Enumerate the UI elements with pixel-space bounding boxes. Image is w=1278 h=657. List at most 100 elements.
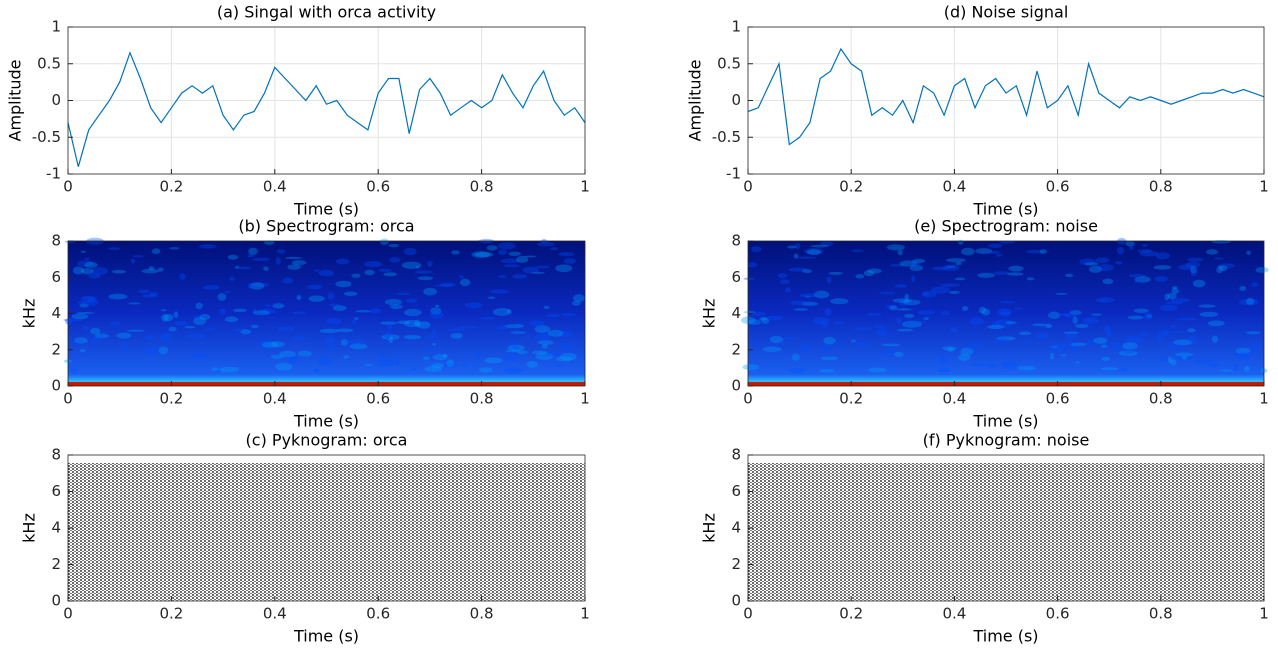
spectrogram-texture	[512, 274, 528, 279]
spectrogram-texture	[572, 300, 581, 306]
spectrogram-texture	[275, 362, 293, 371]
spectrogram-texture	[351, 273, 361, 278]
spectrogram-texture	[945, 265, 956, 269]
spectrogram-texture	[287, 356, 299, 363]
spectrogram-texture	[783, 336, 797, 340]
spectrogram-texture	[161, 314, 169, 322]
spectrogram-texture	[223, 290, 232, 293]
spectrogram-texture	[83, 325, 89, 331]
spectrogram-texture	[1181, 355, 1188, 360]
spectrogram-texture	[986, 324, 1005, 329]
spectrogram-texture	[1155, 252, 1170, 260]
spectrogram-texture	[417, 276, 434, 281]
spectrogram-texture	[1206, 249, 1218, 255]
spectrogram-texture	[911, 275, 916, 283]
spectrogram-texture	[960, 347, 974, 356]
spectrogram-texture	[1006, 272, 1024, 276]
spectrogram-texture	[1176, 318, 1197, 321]
spectrogram-texture	[108, 293, 128, 300]
spectrogram-texture	[424, 365, 442, 373]
spectrogram-texture	[478, 367, 493, 373]
spectrogram-texture	[931, 286, 950, 294]
spectrogram-texture	[904, 313, 915, 318]
spectrogram-texture	[422, 356, 430, 360]
y-tick-label: 0	[731, 592, 741, 610]
y-tick-label: 6	[731, 268, 741, 286]
spectrogram-texture	[797, 345, 813, 351]
spectrogram-texture	[504, 324, 524, 329]
spectrogram-texture	[389, 257, 401, 263]
spectrogram-texture	[1106, 330, 1112, 337]
spectrogram-texture	[64, 318, 73, 325]
x-tick-label: 0.8	[1149, 178, 1173, 196]
spectrogram-texture	[1139, 250, 1159, 257]
spectrogram-texture	[1190, 269, 1197, 277]
spectrogram-texture	[515, 323, 526, 328]
spectrogram-texture	[462, 363, 468, 368]
spectrogram-texture	[526, 360, 538, 368]
spectrogram-texture	[441, 364, 458, 368]
spectrogram-texture	[403, 247, 417, 256]
y-axis-label: kHz	[20, 513, 39, 543]
spectrogram-texture	[824, 307, 832, 316]
spectrogram-texture	[896, 308, 912, 311]
spectrogram-texture	[401, 261, 422, 269]
spectrogram-texture	[503, 264, 520, 268]
spectrogram-texture	[81, 296, 96, 299]
spectrogram-texture	[145, 334, 155, 341]
spectrogram-texture	[1142, 243, 1148, 247]
spectrogram-texture	[336, 328, 354, 333]
spectrogram-texture	[479, 316, 496, 320]
spectrogram-texture	[801, 301, 819, 306]
spectrogram-texture	[751, 246, 762, 253]
panel-title: (e) Spectrogram: noise	[914, 217, 1098, 236]
spectrogram-texture	[819, 369, 835, 373]
spectrogram-texture	[909, 265, 924, 272]
spectrogram-texture	[424, 335, 438, 339]
spectrogram-texture	[279, 350, 297, 358]
spectrogram-texture	[471, 251, 491, 258]
spectrogram-texture	[525, 333, 530, 339]
spectrogram-texture	[556, 364, 561, 367]
y-axis-label: kHz	[20, 299, 39, 329]
spectrogram-texture	[977, 272, 995, 278]
x-tick-label: 0.8	[470, 178, 494, 196]
spectrogram-texture	[388, 243, 400, 248]
spectrogram-texture	[507, 344, 525, 352]
spectrogram-texture	[1032, 323, 1048, 327]
x-axis-label: Time (s)	[293, 412, 359, 431]
spectrogram-texture	[1118, 350, 1138, 357]
spectrogram-texture	[160, 309, 167, 312]
panel: 0 0.2 0.4 0.6 0.8 1 -1 -0.5 0 0.5 1 (a) Singal with…	[6, 3, 590, 219]
spectrogram-texture	[769, 335, 784, 344]
panel-title: (f) Pyknogram: noise	[923, 431, 1090, 450]
panel-title: (a) Singal with orca activity	[217, 3, 436, 22]
spectrogram-texture	[821, 321, 829, 328]
spectrogram-texture	[986, 250, 1000, 255]
spectrogram-texture	[325, 336, 335, 344]
spectrogram-texture	[72, 266, 85, 275]
spectrogram-texture	[498, 249, 507, 255]
spectrogram-texture	[788, 367, 806, 374]
x-tick-label: 0	[63, 605, 73, 623]
spectrogram-texture	[996, 336, 1016, 341]
spectrogram-texture	[905, 320, 911, 326]
spectrogram-texture	[340, 338, 348, 346]
x-tick-label: 0.6	[366, 178, 390, 196]
spectrogram-texture	[779, 279, 790, 285]
spectrogram-texture	[1100, 344, 1108, 348]
panel: 0 0.2 0.4 0.6 0.8 1 0 2 4 6 8 (b) Spectrogram: orca…	[20, 217, 590, 431]
spectrogram-texture	[173, 311, 179, 318]
spectrogram-texture	[923, 316, 929, 321]
spectrogram-texture	[1166, 344, 1184, 349]
spectrogram-texture	[942, 264, 960, 272]
spectrogram-texture	[531, 271, 545, 274]
spectrogram-texture	[414, 319, 421, 328]
spectrogram-texture	[796, 256, 817, 259]
spectrogram-texture	[833, 321, 845, 325]
spectrogram-low-band	[68, 382, 585, 386]
spectrogram-texture	[821, 344, 832, 352]
spectrogram-texture	[1050, 345, 1059, 349]
spectrogram-texture	[346, 339, 366, 345]
spectrogram-texture	[1159, 357, 1169, 362]
